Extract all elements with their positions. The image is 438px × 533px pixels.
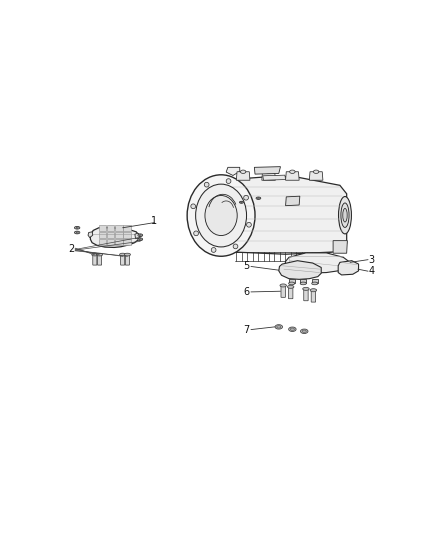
Text: 7: 7 [244,325,250,335]
Ellipse shape [138,238,143,241]
FancyBboxPatch shape [289,286,293,298]
Polygon shape [115,239,123,245]
Ellipse shape [74,231,80,234]
Ellipse shape [74,227,80,229]
Polygon shape [107,232,114,238]
FancyBboxPatch shape [93,254,97,265]
Polygon shape [90,228,139,247]
Polygon shape [115,225,123,231]
Text: 6: 6 [244,287,250,297]
Ellipse shape [191,204,196,209]
Ellipse shape [240,170,246,173]
Text: 2: 2 [69,245,75,254]
Ellipse shape [290,328,294,330]
Polygon shape [124,232,131,238]
Text: 4: 4 [368,266,374,276]
Ellipse shape [240,201,244,203]
Polygon shape [107,225,114,231]
Polygon shape [99,232,106,238]
Text: 1: 1 [151,216,157,226]
Ellipse shape [310,289,317,292]
Ellipse shape [204,182,209,187]
Ellipse shape [312,282,318,285]
Ellipse shape [76,227,78,229]
Polygon shape [135,233,140,239]
Polygon shape [338,261,359,275]
Ellipse shape [339,197,351,234]
Polygon shape [107,239,114,245]
Ellipse shape [289,282,295,285]
Ellipse shape [275,325,283,329]
Ellipse shape [240,202,242,203]
Ellipse shape [280,284,286,287]
Polygon shape [263,175,286,180]
Ellipse shape [300,282,306,285]
Ellipse shape [277,326,281,328]
Polygon shape [279,261,321,279]
Ellipse shape [244,195,248,200]
Polygon shape [124,239,131,245]
Polygon shape [254,167,280,174]
Polygon shape [286,196,300,206]
Ellipse shape [287,285,294,288]
Ellipse shape [226,179,231,183]
Polygon shape [333,241,347,253]
Ellipse shape [138,234,143,237]
Ellipse shape [187,175,255,256]
Ellipse shape [258,198,259,199]
Polygon shape [99,225,106,231]
Polygon shape [221,176,346,254]
Ellipse shape [211,248,216,252]
Polygon shape [286,172,299,180]
Polygon shape [115,232,123,238]
Polygon shape [300,279,306,284]
Polygon shape [289,279,295,284]
FancyBboxPatch shape [304,288,308,301]
Ellipse shape [76,232,78,233]
Polygon shape [312,279,318,284]
Ellipse shape [266,170,271,173]
Ellipse shape [343,208,347,222]
Ellipse shape [196,184,247,247]
Ellipse shape [124,253,131,256]
Ellipse shape [92,253,98,256]
Ellipse shape [194,231,198,236]
Ellipse shape [303,287,309,290]
FancyBboxPatch shape [98,254,102,265]
Ellipse shape [300,329,308,334]
Ellipse shape [302,330,306,333]
Polygon shape [99,239,106,245]
Ellipse shape [120,253,126,256]
Ellipse shape [314,170,319,173]
Ellipse shape [205,196,237,236]
Polygon shape [285,253,350,273]
Polygon shape [237,172,250,180]
Polygon shape [88,232,93,238]
Polygon shape [124,225,131,231]
Ellipse shape [256,197,261,199]
Polygon shape [226,167,240,175]
Ellipse shape [233,244,238,249]
FancyBboxPatch shape [311,290,316,302]
Ellipse shape [96,253,102,256]
FancyBboxPatch shape [125,254,130,265]
Ellipse shape [139,235,141,236]
FancyBboxPatch shape [120,254,125,265]
Text: 5: 5 [244,262,250,271]
Ellipse shape [290,170,295,173]
Ellipse shape [139,239,141,240]
Text: 3: 3 [368,255,374,265]
FancyBboxPatch shape [281,285,286,297]
Ellipse shape [341,203,349,228]
Ellipse shape [247,222,251,227]
Polygon shape [309,172,323,180]
Ellipse shape [289,327,296,332]
Polygon shape [262,172,276,180]
